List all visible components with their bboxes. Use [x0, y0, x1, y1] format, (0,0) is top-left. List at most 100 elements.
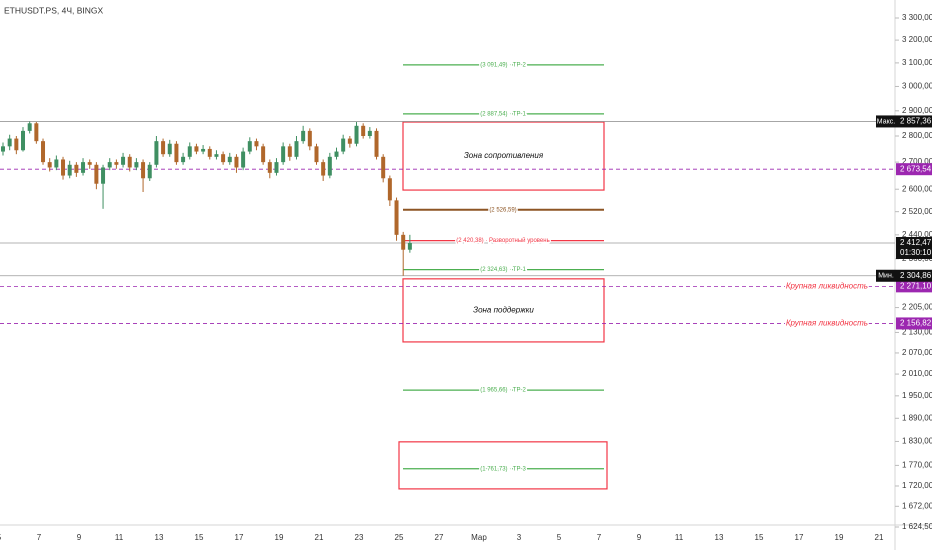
level-label: (2 324,63) · TP-1 [480, 267, 526, 273]
y-tick-label: 2 130,00 [902, 328, 932, 337]
zone-label: Зона поддержки [473, 305, 534, 314]
candle-body [361, 125, 366, 137]
zone [402, 121, 605, 191]
candle-body [187, 146, 192, 157]
candle-body [201, 148, 206, 152]
chart-title: ETHUSDT.PS, 4Ч, BINGX [4, 5, 104, 15]
price-tag [896, 269, 932, 282]
candle-body [14, 138, 19, 151]
y-tick-label: 2 800,00 [902, 131, 932, 140]
price-tag-label: 2 304,86 [900, 271, 932, 280]
level-label: (2 887,54) · TP-1 [480, 111, 526, 117]
candle-body [154, 141, 159, 165]
x-tick-label: 5 [557, 533, 562, 542]
price-tag [896, 317, 932, 330]
x-tick-label: 7 [37, 533, 42, 542]
y-tick-label: 1 950,00 [902, 391, 932, 400]
candle-body [367, 130, 372, 137]
candle-body [7, 138, 12, 147]
y-tick-label: 3 200,00 [902, 35, 932, 44]
candle-body [27, 123, 32, 131]
price-tag-label: 2 156,82 [900, 319, 932, 328]
candle-body [261, 146, 266, 163]
candle-body [314, 146, 319, 163]
candle-body [341, 138, 346, 152]
candle-body [234, 156, 239, 168]
x-tick-label: 13 [715, 533, 724, 542]
y-tick-label: 1 830,00 [902, 437, 932, 446]
x-tick-label: Мар [471, 533, 487, 542]
zone [398, 441, 608, 490]
candle-body [347, 138, 352, 144]
level-label: (1 761,73) · TP-3 [480, 466, 526, 472]
y-tick-label: 1 890,00 [902, 413, 932, 422]
price-tag [896, 280, 932, 293]
price-tag [896, 163, 932, 176]
candle-body [74, 164, 79, 173]
x-tick-label: 5 [0, 533, 2, 542]
candle-body [41, 141, 46, 163]
y-tick-label: 2 010,00 [902, 369, 932, 378]
candle-body [274, 162, 279, 173]
x-tick-label: 21 [875, 533, 884, 542]
candle-body [407, 242, 412, 250]
candle-body [321, 162, 326, 176]
candle-body [161, 141, 166, 155]
y-tick-label: 2 600,00 [902, 184, 932, 193]
candle-body [394, 200, 399, 235]
y-tick-label: 3 000,00 [902, 82, 932, 91]
candle-body [167, 143, 172, 155]
candle-body [114, 162, 119, 165]
candle-body [287, 146, 292, 157]
candle-body [21, 130, 26, 151]
liquidity-note: Крупная ликвидность [786, 281, 868, 290]
x-tick-label: 17 [235, 533, 244, 542]
candle-body [174, 143, 179, 163]
candle-body [194, 146, 199, 152]
x-tick-label: 13 [155, 533, 164, 542]
x-tick-label: 27 [435, 533, 444, 542]
candle-body [207, 148, 212, 157]
price-tag-label: 2 412,47 [900, 238, 932, 247]
candle-body [354, 125, 359, 144]
candle-body [67, 164, 72, 176]
candle-body [387, 178, 392, 201]
level-label: (1 965,66) · TP-2 [480, 388, 526, 394]
candle-body [307, 130, 312, 147]
countdown: 01:30:10 [900, 248, 932, 257]
y-tick-label: 1 720,00 [902, 481, 932, 490]
candle-body [214, 154, 219, 157]
candle-body [334, 151, 339, 157]
y-tick-label: 2 520,00 [902, 207, 932, 216]
price-tag-label: 2 673,54 [900, 164, 932, 173]
x-tick-label: 15 [195, 533, 204, 542]
price-tag [896, 236, 932, 259]
candle-body [54, 159, 59, 168]
y-tick-label: 2 440,00 [902, 230, 932, 239]
y-tick-label: 2 070,00 [902, 348, 932, 357]
y-tick-label: 3 100,00 [902, 58, 932, 67]
tag-box [876, 115, 896, 128]
y-tick-label: 1 770,00 [902, 461, 932, 470]
tag-label: Макс. [877, 118, 895, 125]
candle-body [294, 141, 299, 157]
candle-body [81, 162, 86, 173]
y-tick-label: 3 300,00 [902, 13, 932, 22]
candle-body [254, 141, 259, 147]
zone [402, 278, 605, 343]
x-tick-label: 9 [637, 533, 642, 542]
candle-body [221, 154, 226, 163]
candle-body [134, 162, 139, 168]
zone-label: Зона сопротивления [464, 151, 544, 160]
price-tag-label: 2 857,36 [900, 117, 932, 126]
x-tick-label: 3 [517, 533, 522, 542]
level-label: (3 091,49) · TP-2 [480, 62, 526, 68]
x-tick-label: 21 [315, 533, 324, 542]
candle-body [281, 146, 286, 163]
candle-body [34, 123, 39, 142]
x-tick-label: 9 [77, 533, 82, 542]
candle-body [227, 156, 232, 163]
candle-body [147, 164, 152, 179]
